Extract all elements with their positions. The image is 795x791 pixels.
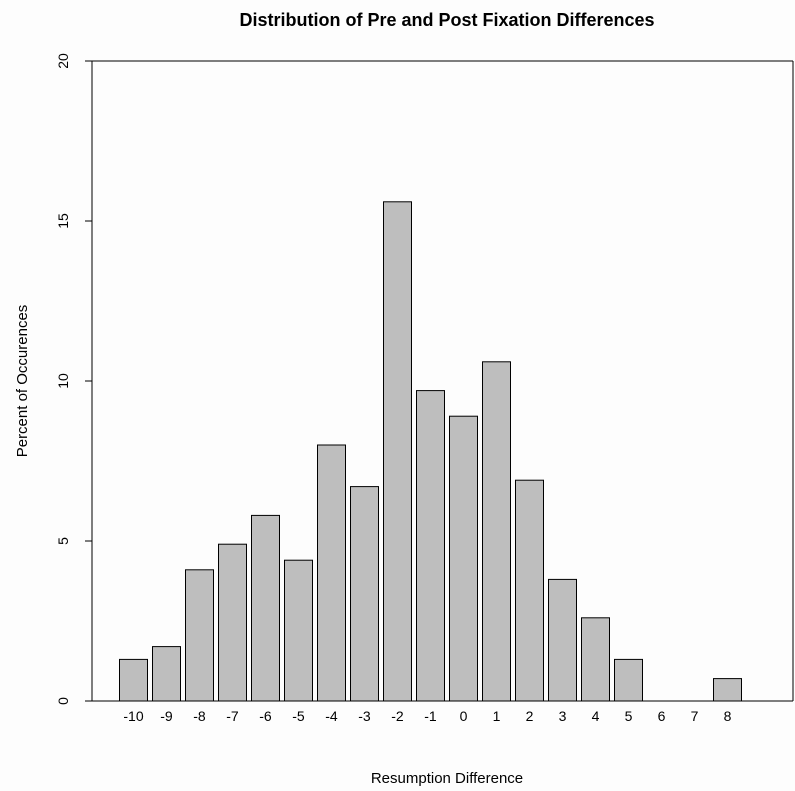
- y-tick-label: 10: [55, 373, 71, 389]
- x-axis-label: Resumption Difference: [371, 770, 523, 787]
- bar--6: [251, 514, 280, 702]
- chart-title: Distribution of Pre and Post Fixation Di…: [239, 10, 654, 30]
- x-tick-label: 3: [559, 708, 567, 724]
- x-tick-label: -3: [358, 708, 371, 724]
- y-tick-label: 0: [55, 697, 71, 705]
- x-tick-label: -7: [226, 708, 239, 724]
- x-tick-label: 5: [625, 708, 633, 724]
- bar-0: [449, 415, 478, 702]
- bar--1: [416, 390, 445, 702]
- bar--9: [152, 646, 181, 702]
- y-tick-label: 5: [55, 537, 71, 545]
- x-tick-label: -2: [391, 708, 404, 724]
- bar-5: [614, 658, 643, 702]
- bar-8: [713, 678, 742, 702]
- x-tick-label: -9: [160, 708, 173, 724]
- x-tick-label: 4: [592, 708, 600, 724]
- x-tick-label: -6: [259, 708, 272, 724]
- bar-3: [548, 578, 577, 702]
- x-tick-label: 0: [460, 708, 468, 724]
- x-tick-label: -8: [193, 708, 206, 724]
- x-tick-labels: -10 -9 -8 -7 -6 -5 -4 -3 -2 -1 0 1 2 3 4 5 6 7 8: [123, 708, 731, 724]
- x-tick-label: 8: [724, 708, 732, 724]
- x-tick-label: -10: [123, 708, 143, 724]
- x-tick-label: -4: [325, 708, 338, 724]
- bar-2: [515, 479, 544, 702]
- bar--4: [317, 444, 346, 702]
- bar--5: [284, 559, 313, 702]
- y-tick-label: 15: [55, 213, 71, 229]
- bar--3: [350, 486, 379, 702]
- x-tick-label: 7: [691, 708, 699, 724]
- bar-4: [581, 617, 610, 702]
- y-tick-label: 20: [55, 53, 71, 69]
- bar--8: [185, 569, 214, 702]
- bar--2: [383, 201, 412, 702]
- bar-1: [482, 361, 511, 702]
- bar--10: [119, 658, 148, 702]
- x-tick-label: 2: [526, 708, 534, 724]
- bars-group: [119, 201, 742, 702]
- x-tick-label: -5: [292, 708, 305, 724]
- bar--7: [218, 543, 247, 702]
- x-tick-label: -1: [424, 708, 437, 724]
- y-axis-label: Percent of Occurences: [14, 305, 31, 458]
- x-tick-label: 6: [658, 708, 666, 724]
- x-tick-label: 1: [493, 708, 501, 724]
